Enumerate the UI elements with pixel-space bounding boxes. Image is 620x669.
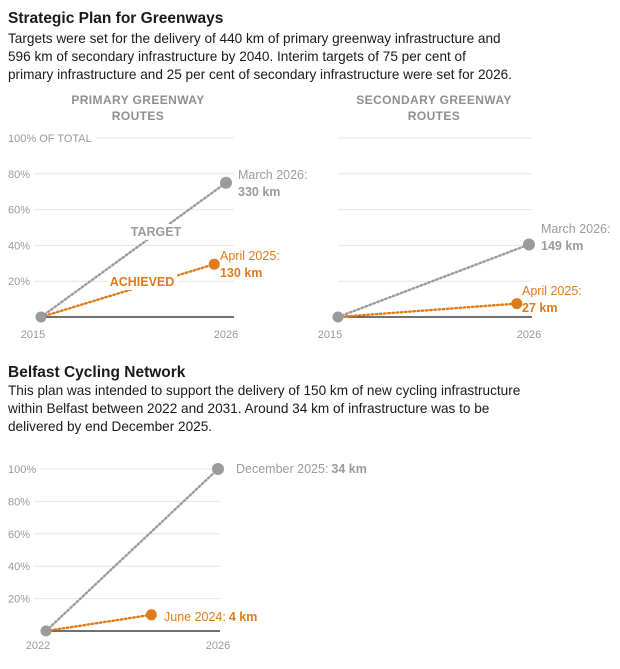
target-end-point: [212, 463, 224, 475]
origin-point: [40, 625, 52, 637]
chart-title: PRIMARY GREENWAY: [71, 93, 204, 107]
series-name-background: [127, 224, 185, 240]
cycling-title: Belfast Cycling Network: [8, 364, 186, 381]
x-tick-label: 2015: [21, 329, 45, 341]
target-series-line: [336, 243, 531, 319]
greenways-description: Targets were set for the delivery of 440…: [8, 30, 608, 84]
greenways-title: Strategic Plan for Greenways: [8, 10, 224, 27]
greenways-description-line: 596 km of secondary infrastructure by 20…: [8, 49, 466, 64]
y-tick-label: 20%: [8, 594, 30, 606]
annotation-label: March 2026:: [541, 222, 610, 236]
series-name-label: TARGET: [131, 225, 182, 239]
achieved-end-point: [208, 258, 220, 270]
achieved-series-line: [44, 613, 153, 633]
cycling-description-line: This plan was intended to support the de…: [8, 383, 521, 398]
target-end-point: [220, 176, 232, 189]
annotation-label: April 2025:: [522, 284, 582, 298]
y-tick-label: 60%: [8, 205, 30, 217]
achieved-end-point: [511, 298, 523, 310]
origin-point: [332, 311, 344, 323]
y-tick-label: 80%: [8, 169, 30, 181]
target-series-line: [44, 467, 220, 633]
y-tick-label: 40%: [8, 240, 30, 252]
annotation-label: December 2025:: [236, 462, 328, 476]
chart-title: ROUTES: [408, 109, 460, 123]
y-tick-label: 80%: [8, 496, 30, 508]
y-tick-label: 100%: [8, 464, 36, 476]
chart-title: ROUTES: [112, 109, 164, 123]
target-series-line: [39, 181, 228, 319]
achieved-end-point: [145, 609, 157, 621]
x-tick-label: 2026: [206, 640, 230, 652]
achieved-series-line: [336, 302, 519, 319]
x-tick-label: 2026: [214, 329, 238, 341]
y-tick-label: 40%: [8, 561, 30, 573]
origin-point: [35, 311, 47, 323]
x-tick-label: 2022: [26, 640, 50, 652]
y-tick-label: 60%: [8, 529, 30, 541]
cycling-description-line: within Belfast between 2022 and 2031. Ar…: [8, 401, 490, 416]
annotation-value: 4 km: [229, 610, 258, 624]
annotation-value: 130 km: [220, 266, 262, 280]
annotation-label: March 2026:: [238, 168, 307, 182]
y-tick-label: 20%: [8, 276, 30, 288]
x-tick-label: 2026: [517, 329, 541, 341]
annotation-label: June 2024:: [164, 610, 226, 624]
cycling-description: This plan was intended to support the de…: [8, 382, 608, 436]
annotation-value: 27 km: [522, 301, 557, 315]
x-tick-label: 2015: [318, 329, 342, 341]
cycling-description-line: delivered by end December 2025.: [8, 419, 213, 434]
greenways-description-line: Targets were set for the delivery of 440…: [8, 31, 501, 46]
target-end-point: [523, 238, 535, 251]
series-name-label: ACHIEVED: [110, 275, 175, 289]
annotation-value: 330 km: [238, 185, 280, 199]
achieved-series-line: [39, 262, 216, 319]
chart-title: SECONDARY GREENWAY: [356, 93, 511, 107]
y-tick-label: 100% OF TOTAL: [8, 133, 92, 145]
annotation-label: April 2025:: [220, 249, 280, 263]
annotation-value: 149 km: [541, 239, 583, 253]
series-name-background: [106, 274, 178, 290]
annotation-value: 34 km: [331, 462, 366, 476]
greenways-description-line: primary infrastructure and 25 per cent o…: [8, 67, 512, 82]
